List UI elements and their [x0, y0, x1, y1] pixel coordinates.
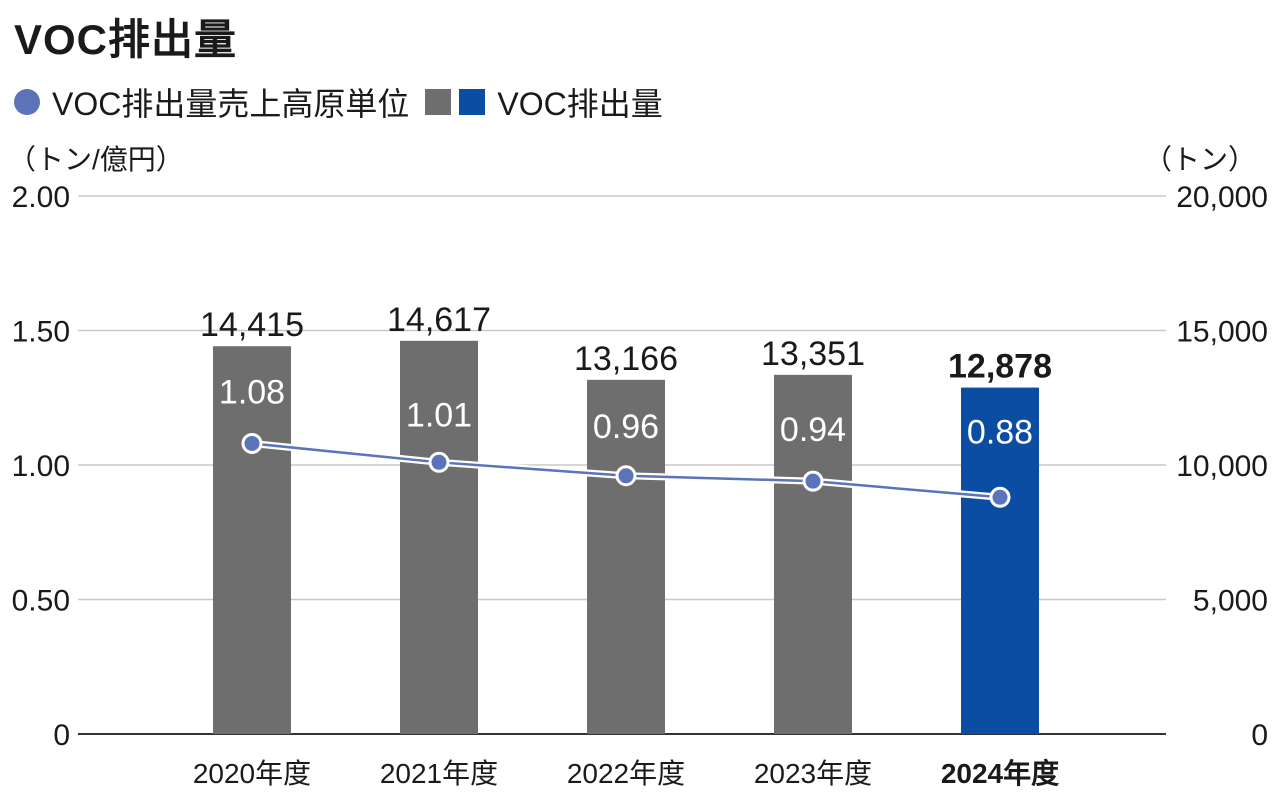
bar-value-label: 14,617 — [387, 301, 491, 339]
x-tick-label: 2020年度 — [193, 758, 311, 789]
left-axis-unit: （トン/億円） — [8, 144, 184, 175]
line-value-label: 1.08 — [219, 373, 285, 411]
chart-title: VOC排出量 — [14, 16, 238, 63]
bar — [587, 379, 665, 734]
y-left-tick-label: 0 — [53, 719, 70, 752]
legend: VOC排出量売上高原単位 VOC排出量 — [14, 80, 663, 124]
bar-value-label: 13,351 — [761, 335, 865, 373]
bar — [961, 387, 1039, 734]
bar-value-label: 12,878 — [948, 348, 1052, 386]
x-tick-label: 2021年度 — [380, 758, 498, 789]
y-right-tick-label: 0 — [1251, 719, 1268, 752]
line-point — [615, 465, 637, 487]
line-value-label: 0.88 — [967, 413, 1033, 451]
y-left-tick-label: 0.50 — [12, 585, 70, 618]
bar — [213, 346, 291, 734]
line-point — [989, 486, 1011, 508]
x-tick-label: 2024年度 — [941, 757, 1059, 789]
bar-value-label: 14,415 — [200, 306, 304, 344]
y-left-tick-label: 2.00 — [12, 181, 70, 214]
right-axis-unit: （トン） — [1143, 144, 1256, 175]
bar — [774, 374, 852, 734]
legend-circle-marker — [14, 89, 40, 115]
legend-square-blue — [459, 89, 486, 115]
y-right-tick-label: 15,000 — [1176, 316, 1268, 349]
line-point — [802, 470, 824, 492]
y-right-tick-label: 10,000 — [1176, 450, 1268, 483]
bar-value-label: 13,166 — [574, 340, 678, 378]
legend-square-gray — [425, 89, 452, 115]
y-right-tick-label: 5,000 — [1193, 585, 1268, 618]
line-value-label: 0.94 — [780, 411, 846, 449]
x-tick-label: 2022年度 — [567, 758, 685, 789]
line-value-label: 0.96 — [593, 408, 659, 446]
line-point — [241, 432, 263, 454]
y-left-tick-label: 1.00 — [12, 450, 70, 483]
line-point — [428, 451, 450, 473]
legend-label-voc: VOC排出量 — [497, 86, 663, 122]
line-value-label: 1.01 — [406, 396, 472, 434]
y-left-tick-label: 1.50 — [12, 316, 70, 349]
bar — [400, 340, 478, 734]
y-right-tick-label: 20,000 — [1176, 181, 1268, 214]
x-tick-label: 2023年度 — [754, 758, 872, 789]
legend-label-intensity: VOC排出量売上高原単位 — [52, 86, 410, 122]
